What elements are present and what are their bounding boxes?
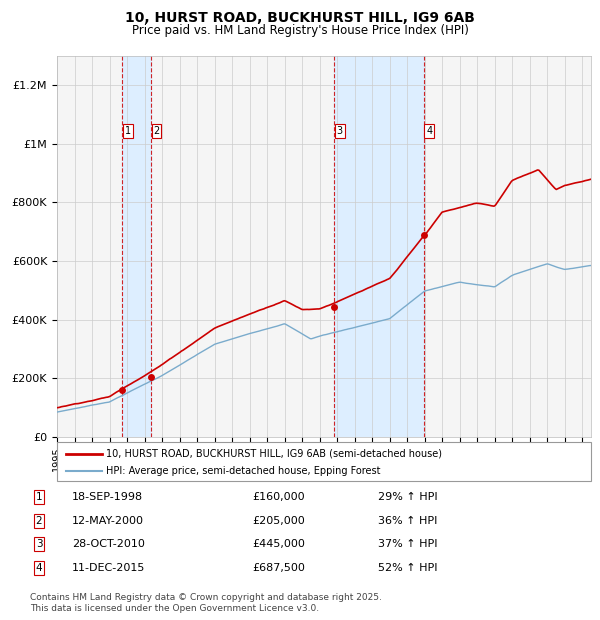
Text: 10, HURST ROAD, BUCKHURST HILL, IG9 6AB (semi-detached house): 10, HURST ROAD, BUCKHURST HILL, IG9 6AB … — [106, 449, 442, 459]
Text: 3: 3 — [35, 539, 43, 549]
Text: 1: 1 — [35, 492, 43, 502]
Text: 36% ↑ HPI: 36% ↑ HPI — [378, 516, 437, 526]
Text: £445,000: £445,000 — [252, 539, 305, 549]
Text: 11-DEC-2015: 11-DEC-2015 — [72, 563, 145, 573]
Text: 52% ↑ HPI: 52% ↑ HPI — [378, 563, 437, 573]
Text: 10, HURST ROAD, BUCKHURST HILL, IG9 6AB: 10, HURST ROAD, BUCKHURST HILL, IG9 6AB — [125, 11, 475, 25]
Text: 12-MAY-2000: 12-MAY-2000 — [72, 516, 144, 526]
Text: 37% ↑ HPI: 37% ↑ HPI — [378, 539, 437, 549]
Text: 2: 2 — [154, 126, 160, 136]
Bar — [122, 56, 151, 437]
Text: 3: 3 — [337, 126, 343, 136]
Text: 29% ↑ HPI: 29% ↑ HPI — [378, 492, 437, 502]
Text: 2: 2 — [35, 516, 43, 526]
Text: £205,000: £205,000 — [252, 516, 305, 526]
Text: £687,500: £687,500 — [252, 563, 305, 573]
Bar — [334, 56, 424, 437]
Text: 1: 1 — [125, 126, 131, 136]
Text: Price paid vs. HM Land Registry's House Price Index (HPI): Price paid vs. HM Land Registry's House … — [131, 24, 469, 37]
Text: Contains HM Land Registry data © Crown copyright and database right 2025.
This d: Contains HM Land Registry data © Crown c… — [30, 593, 382, 613]
Text: 28-OCT-2010: 28-OCT-2010 — [72, 539, 145, 549]
Text: £160,000: £160,000 — [252, 492, 305, 502]
Text: 4: 4 — [426, 126, 433, 136]
Text: 18-SEP-1998: 18-SEP-1998 — [72, 492, 143, 502]
Text: HPI: Average price, semi-detached house, Epping Forest: HPI: Average price, semi-detached house,… — [106, 466, 381, 476]
Text: 4: 4 — [35, 563, 43, 573]
